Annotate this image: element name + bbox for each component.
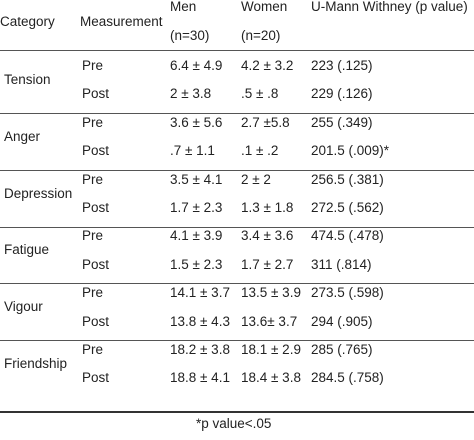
- women-cell: 1.3 ± 1.8: [241, 200, 294, 215]
- measurement-cell: Pre: [82, 171, 104, 187]
- measurement-cell: Pre: [82, 342, 104, 357]
- category-label: Anger: [4, 128, 41, 144]
- women-cell: 13.6± 3.7: [241, 313, 298, 329]
- men-cell: 1.7 ± 2.3: [170, 200, 223, 215]
- women-cell: 2.7 ±5.8: [241, 114, 290, 130]
- p-value-cell: 284.5 (.758): [311, 370, 384, 386]
- p-value-cell: 229 (.126): [311, 86, 373, 102]
- p-value-cell: 285 (.765): [311, 342, 373, 357]
- measurement-cell: Pre: [82, 114, 104, 130]
- women-cell: 4.2 ± 3.2: [241, 58, 294, 73]
- category-label: Fatigue: [4, 242, 50, 258]
- men-cell: 18.2 ± 3.8: [170, 342, 230, 357]
- p-value-cell: 294 (.905): [311, 313, 373, 329]
- measurement-cell: Pre: [82, 285, 104, 301]
- p-value-cell: 311 (.814): [311, 256, 372, 272]
- p-value-cell: 255 (.349): [311, 114, 373, 130]
- group-separator: [0, 169, 474, 171]
- women-cell: 13.5 ± 3.9: [241, 285, 301, 301]
- men-cell: 13.8 ± 4.3: [170, 313, 230, 329]
- men-cell: 6.4 ± 4.9: [170, 58, 223, 73]
- header-women-n: (n=20): [241, 28, 281, 43]
- header-rule: [0, 50, 474, 51]
- men-cell: 3.6 ± 5.6: [170, 114, 223, 130]
- measurement-cell: Post: [82, 143, 110, 159]
- women-cell: 18.1 ± 2.9: [241, 342, 301, 357]
- women-cell: 3.4 ± 3.6: [241, 228, 294, 244]
- p-value-cell: 256.5 (.381): [311, 171, 384, 187]
- group-separator: [0, 113, 474, 114]
- p-value-cell: 273.5 (.598): [311, 285, 384, 301]
- p-value-cell: 474.5 (.478): [311, 228, 384, 244]
- men-cell: .7 ± 1.1: [170, 143, 215, 159]
- women-cell: 2 ± 2: [241, 171, 271, 187]
- measurement-cell: Post: [82, 313, 110, 329]
- p-value-cell: 272.5 (.562): [311, 200, 384, 215]
- header-men: Men: [170, 0, 197, 14]
- group-separator: [0, 283, 474, 285]
- category-label: Friendship: [4, 356, 68, 371]
- group-separator: [0, 340, 474, 342]
- category-label: Depression: [4, 185, 73, 201]
- measurement-cell: Post: [82, 86, 110, 102]
- women-cell: .5 ± .8: [241, 86, 279, 102]
- category-label: Tension: [4, 72, 51, 87]
- measurement-cell: Pre: [82, 228, 104, 244]
- men-cell: 1.5 ± 2.3: [170, 256, 223, 272]
- category-label: Vigour: [4, 299, 43, 315]
- women-cell: .1 ± .2: [241, 143, 279, 159]
- group-separator: [0, 226, 474, 228]
- header-women: Women: [241, 0, 288, 14]
- p-value-cell: 223 (.125): [311, 58, 373, 73]
- men-cell: 3.5 ± 4.1: [170, 171, 223, 187]
- measurement-cell: Pre: [82, 58, 104, 73]
- men-cell: 14.1 ± 3.7: [170, 285, 230, 301]
- header-umann: U-Mann Withney (p value): [311, 0, 468, 14]
- men-cell: 4.1 ± 3.9: [170, 228, 223, 244]
- header-category: Category: [0, 14, 55, 29]
- measurement-cell: Post: [82, 200, 110, 215]
- women-cell: 18.4 ± 3.8: [241, 370, 301, 386]
- footnote: *p value<.05: [196, 416, 272, 431]
- p-value-cell: 201.5 (.009)*: [311, 143, 390, 159]
- header-men-n: (n=30): [170, 28, 210, 43]
- men-cell: 18.8 ± 4.1: [170, 370, 230, 386]
- women-cell: 1.7 ± 2.7: [241, 256, 294, 272]
- header-measurement: Measurement: [80, 14, 163, 29]
- bottom-rule: [0, 411, 474, 413]
- measurement-cell: Post: [82, 256, 110, 272]
- measurement-cell: Post: [82, 370, 110, 386]
- men-cell: 2 ± 3.8: [170, 86, 212, 102]
